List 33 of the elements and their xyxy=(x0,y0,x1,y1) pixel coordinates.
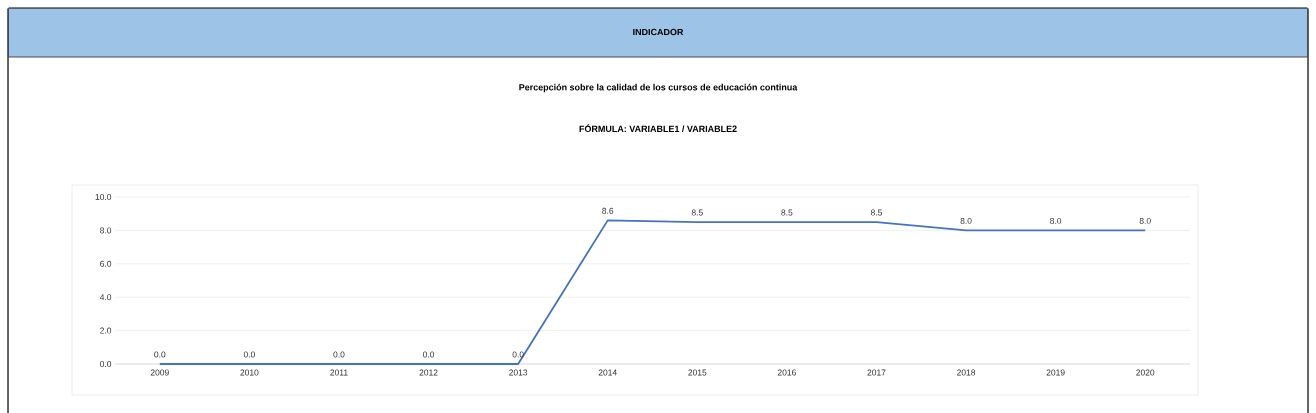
x-tick-label: 2017 xyxy=(867,369,886,376)
x-tick-label: 2010 xyxy=(240,369,259,376)
data-label: 0.0 xyxy=(423,351,435,358)
data-label: 0.0 xyxy=(333,351,345,358)
x-tick-label: 2016 xyxy=(777,369,796,376)
y-tick-label: 6.0 xyxy=(100,260,112,267)
x-tick-label: 2015 xyxy=(688,369,707,376)
x-tick-label: 2009 xyxy=(150,369,169,376)
data-label: 8.0 xyxy=(1139,217,1151,224)
data-label: 0.0 xyxy=(154,351,166,358)
x-tick-label: 2012 xyxy=(419,369,438,376)
data-label: 0.0 xyxy=(512,351,524,358)
y-tick-label: 8.0 xyxy=(100,227,112,234)
data-label: 8.5 xyxy=(870,209,883,216)
y-tick-label: 0.0 xyxy=(100,361,112,367)
text: FÓRMULA: VARIABLE1 / VARIABLE2 xyxy=(579,123,737,133)
data-label: 0.0 xyxy=(243,351,255,358)
x-tick-label: 2013 xyxy=(509,369,528,376)
data-label: 8.6 xyxy=(602,207,614,214)
y-tick-label: 4.0 xyxy=(99,294,112,301)
x-tick-label: 2014 xyxy=(598,369,617,376)
x-tick-label: 2011 xyxy=(330,369,348,376)
chart-title: INDICADOR xyxy=(633,28,684,36)
data-label: 8.5 xyxy=(691,209,703,216)
y-tick-label: 2.0 xyxy=(100,327,112,334)
x-tick-label: 2018 xyxy=(957,369,976,376)
data-label: 8.5 xyxy=(781,209,793,216)
data-label: 8.0 xyxy=(960,217,972,224)
data-label: 8.0 xyxy=(1050,217,1062,224)
chart-subtitle: Percepción sobre la calidad de los cursos de educación continua xyxy=(519,83,798,93)
x-tick-label: 2020 xyxy=(1136,369,1155,376)
x-tick-label: 2019 xyxy=(1046,369,1065,376)
y-tick-label: 10.0 xyxy=(95,194,112,200)
